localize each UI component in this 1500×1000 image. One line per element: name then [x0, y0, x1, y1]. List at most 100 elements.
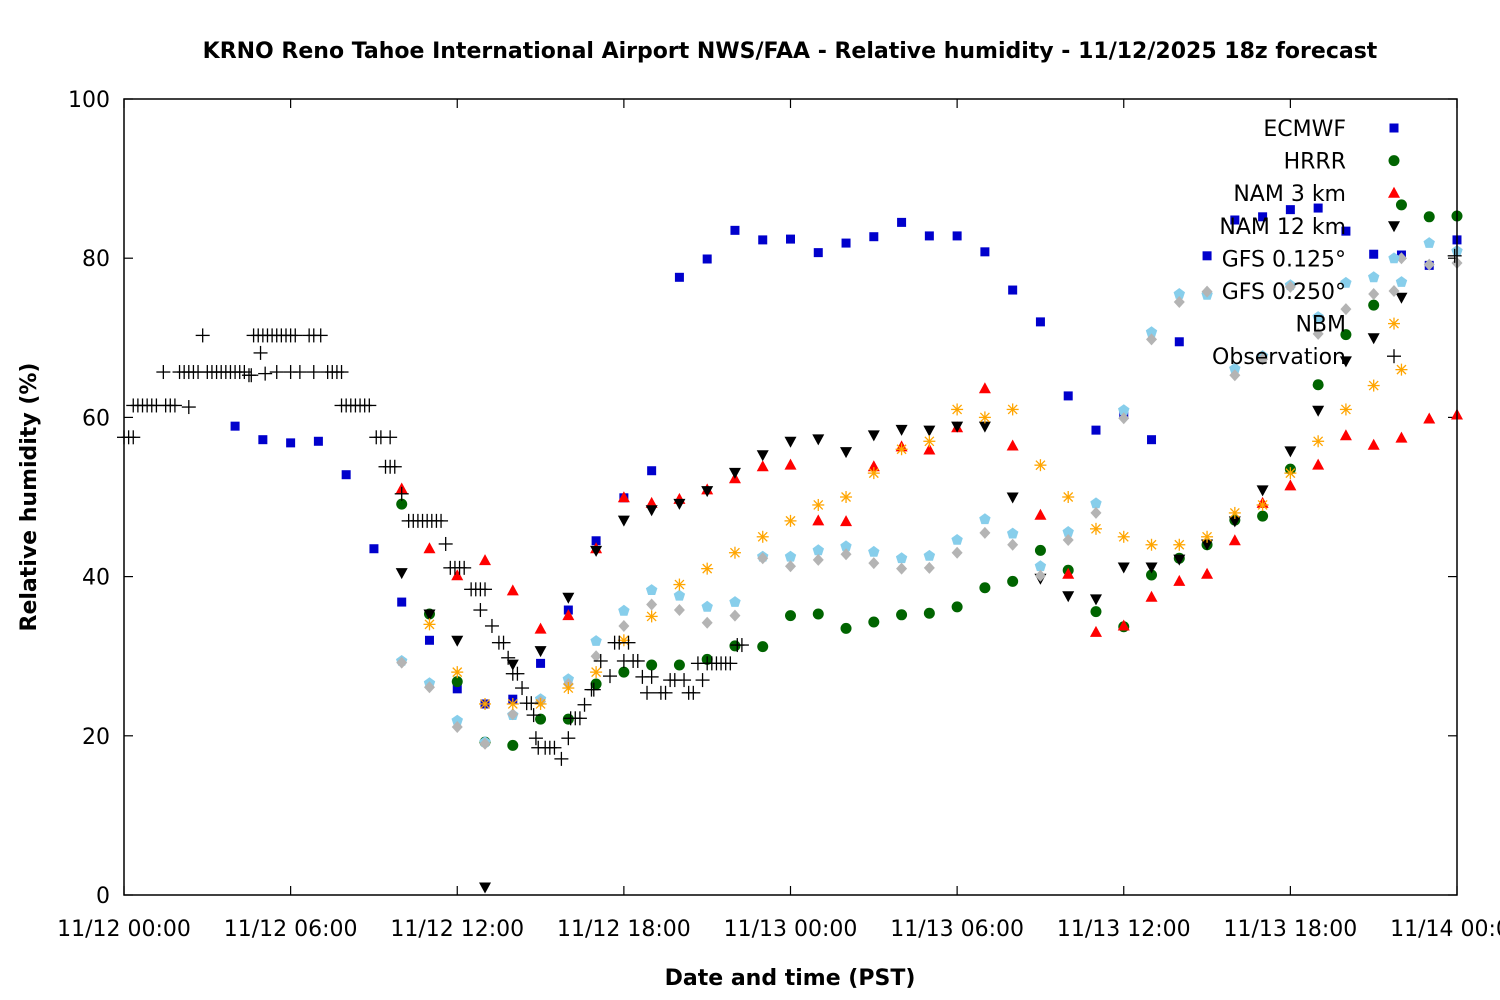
data-point: [896, 562, 908, 575]
data-point: [756, 460, 769, 472]
data-point: [813, 248, 823, 258]
data-point: [341, 470, 351, 480]
data-point: [1201, 530, 1214, 543]
data-point: [590, 666, 603, 679]
data-point: [288, 328, 303, 343]
data-point: [895, 424, 908, 436]
data-point: [562, 592, 575, 604]
data-point: [701, 486, 714, 498]
data-point: [1201, 567, 1214, 579]
data-point: [658, 685, 673, 700]
data-point: [630, 653, 645, 668]
legend-label: NAM 12 km: [1219, 215, 1346, 240]
x-tick-label: 11/14 00:00: [1390, 917, 1500, 942]
data-point: [673, 498, 686, 510]
data-point: [1312, 379, 1324, 391]
data-point: [1368, 299, 1380, 311]
x-tick-label: 11/12 12:00: [390, 917, 524, 942]
data-point: [1312, 311, 1324, 322]
data-point: [424, 635, 434, 645]
data-point: [586, 682, 601, 697]
data-point: [602, 669, 617, 684]
y-tick-label: 40: [82, 566, 110, 591]
data-point: [784, 458, 797, 470]
data-point: [1173, 554, 1186, 566]
data-point: [673, 604, 685, 617]
data-point: [923, 443, 936, 455]
data-point: [590, 635, 602, 646]
data-point: [292, 365, 307, 380]
data-point: [840, 540, 852, 552]
data-point: [1312, 435, 1325, 448]
data-point: [554, 751, 569, 766]
data-point: [1145, 590, 1158, 602]
data-point: [536, 658, 546, 668]
data-point: [1395, 252, 1407, 265]
data-point: [334, 365, 349, 380]
data-point: [396, 498, 408, 510]
legend-marker: [1388, 186, 1400, 198]
data-point: [728, 467, 741, 479]
data-point: [1257, 353, 1269, 366]
data-point: [951, 601, 963, 613]
data-point: [258, 435, 268, 445]
data-point: [784, 550, 797, 562]
data-point: [1395, 292, 1408, 304]
data-point: [1423, 237, 1435, 248]
data-point: [979, 526, 991, 539]
data-point: [1089, 625, 1102, 637]
data-point: [269, 365, 284, 380]
data-point: [1008, 285, 1018, 295]
data-point: [1145, 326, 1158, 338]
y-tick-label: 100: [68, 88, 110, 113]
series-gfs-0-250-: [396, 252, 1463, 750]
data-point: [561, 731, 576, 746]
data-point: [423, 609, 436, 621]
data-point: [674, 272, 684, 282]
legend-marker: [1388, 317, 1400, 330]
data-point: [1007, 538, 1019, 551]
data-point: [126, 430, 141, 445]
data-point: [951, 403, 964, 416]
data-point: [1173, 288, 1185, 299]
data-point: [1339, 403, 1352, 416]
data-point: [1230, 215, 1240, 225]
data-point: [1006, 403, 1019, 416]
data-point: [645, 496, 658, 508]
data-point: [840, 515, 853, 527]
data-point: [1089, 522, 1102, 535]
data-point: [423, 618, 436, 631]
data-point: [1034, 459, 1047, 472]
legend-marker: [1388, 285, 1400, 297]
data-point: [785, 610, 796, 622]
data-point: [951, 421, 964, 433]
y-tick-label: 60: [82, 406, 110, 431]
data-point: [423, 681, 435, 694]
plot-frame: [123, 98, 1458, 896]
data-point: [451, 676, 463, 688]
data-point: [515, 681, 530, 696]
data-point: [1173, 295, 1185, 308]
data-point: [1228, 534, 1241, 546]
series-gfs-0-125-: [396, 237, 1463, 747]
data-point: [1367, 379, 1380, 392]
data-point: [1395, 363, 1408, 376]
data-point: [473, 603, 488, 618]
data-point: [1062, 526, 1074, 537]
data-point: [869, 232, 879, 242]
data-point: [306, 365, 321, 380]
data-point: [640, 685, 655, 700]
data-point: [1090, 497, 1102, 509]
x-tick-label: 11/12 18:00: [557, 917, 691, 942]
legend-marker: [1389, 123, 1399, 133]
data-point: [673, 659, 685, 671]
data-point: [1229, 369, 1241, 382]
data-point: [1229, 362, 1241, 374]
data-point: [510, 666, 525, 681]
data-point: [1147, 435, 1157, 445]
data-point: [979, 513, 991, 525]
data-point: [1339, 429, 1352, 441]
data-point: [723, 656, 738, 671]
data-point: [1174, 337, 1184, 347]
